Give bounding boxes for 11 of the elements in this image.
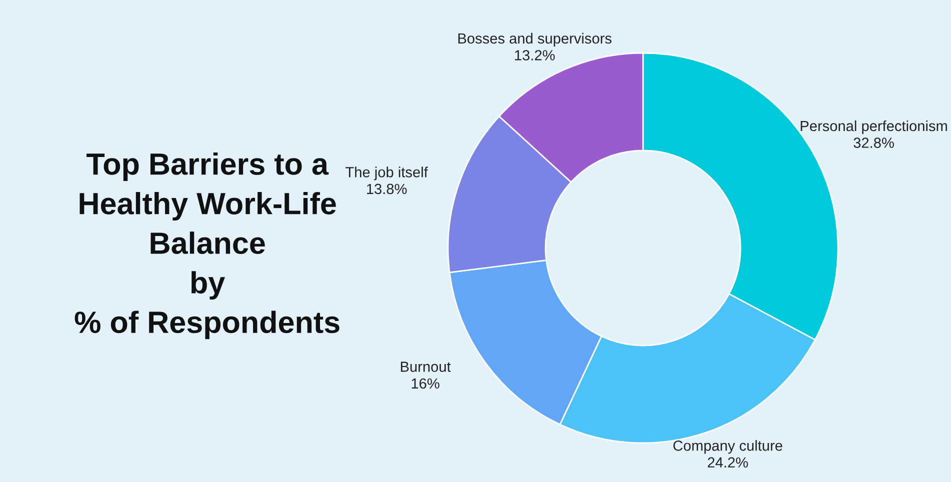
slice-label: Burnout [400, 362, 451, 372]
data-label: 13.8% [366, 184, 407, 194]
slice-label: Personal perfectionism [800, 120, 947, 134]
slice-label: The job itself [346, 166, 428, 180]
data-label: 32.8% [854, 138, 894, 148]
slice-label: Company culture [673, 440, 782, 454]
data-label: 13.2% [515, 50, 555, 60]
data-label: 24.2% [708, 457, 748, 468]
data-label: 16% [412, 378, 440, 389]
text: Top Barriers to a Healthy Work-Life Balance by % of Respondents [74, 152, 340, 340]
slice-label: Bosses and supervisors [458, 32, 612, 47]
